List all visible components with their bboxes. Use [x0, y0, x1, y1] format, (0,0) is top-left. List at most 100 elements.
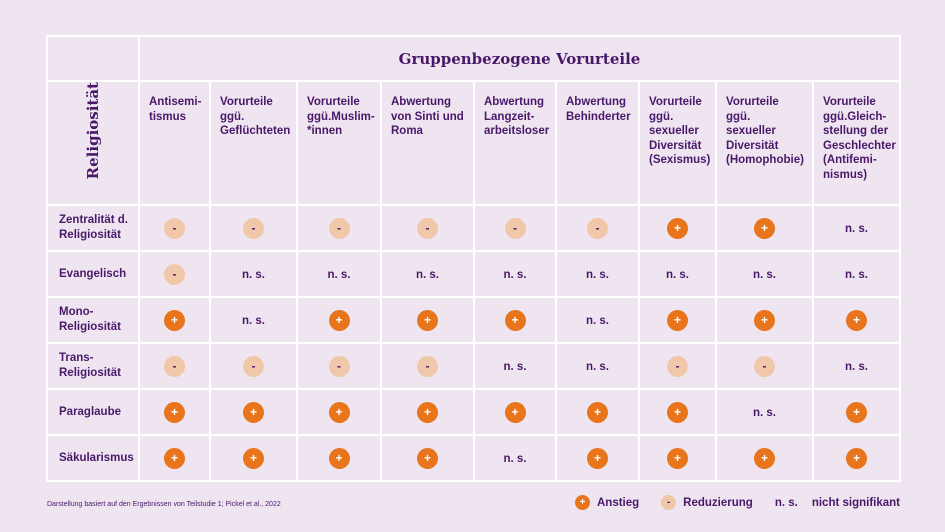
not-significant-text: n. s.	[585, 269, 609, 281]
table-cell: +	[812, 434, 901, 482]
column-header: Vorurteile ggü.Muslim- *innen	[296, 80, 382, 206]
not-significant-text: n. s.	[665, 269, 689, 281]
table-cell: n. s.	[209, 296, 298, 344]
table-cell: -	[473, 204, 557, 252]
table-cell: +	[296, 296, 382, 344]
corner-cell	[46, 35, 140, 82]
legend-ns-label: nicht signifikant	[811, 496, 900, 509]
table-cell: n. s.	[473, 250, 557, 298]
decrease-marker: -	[328, 217, 350, 239]
increase-marker: +	[243, 447, 264, 469]
table-row: Evangelisch - n. s. n. s. n. s. n. s. n. s. n. …	[46, 250, 901, 298]
table-cell: +	[380, 296, 475, 344]
table-cell: n. s.	[473, 342, 557, 390]
increase-marker: +	[846, 309, 867, 331]
increase-marker: +	[754, 447, 775, 469]
decrease-marker: -	[243, 355, 264, 377]
table-cell: +	[296, 388, 382, 436]
column-header: Antisemi- tismus	[138, 80, 211, 206]
table-cell: -	[138, 204, 211, 252]
table-cell: +	[473, 296, 557, 344]
table-cell: -	[380, 342, 475, 390]
table-cell: n. s.	[209, 250, 298, 298]
column-header: Abwertung Behinderter	[555, 80, 640, 206]
legend-plus-icon: +	[575, 495, 590, 510]
table-cell: n. s.	[812, 250, 901, 298]
legend-decrease-label: Reduzierung	[683, 496, 753, 509]
column-header: Vorurteile ggü. Geflüchteten	[209, 80, 298, 206]
legend-ns-key: n. s.	[774, 496, 798, 509]
table-cell: +	[138, 388, 211, 436]
table-cell: -	[715, 342, 814, 390]
table-cell: n. s.	[555, 342, 640, 390]
table-row: Mono- Religiosität + n. s. + + + n. s. + + +	[46, 296, 901, 344]
column-header: Vorurteile ggü. sexueller Diversität (Se…	[638, 80, 717, 206]
column-header: Abwertung Langzeit- arbeitsloser	[473, 80, 557, 206]
table-row: Säkularismus + + + + n. s. + + + +	[46, 434, 901, 482]
decrease-marker: -	[328, 355, 350, 377]
decrease-marker: -	[243, 217, 264, 239]
table-row: Trans- Religiosität - - - - n. s. n. s. - - n. s.	[46, 342, 901, 390]
decrease-marker: -	[667, 355, 688, 377]
legend-not-significant: n. s. nicht signifikant	[775, 497, 900, 509]
increase-marker: +	[754, 217, 775, 239]
table-row: Paraglaube + + + + + + + n. s. +	[46, 388, 901, 436]
not-significant-text: n. s.	[585, 361, 609, 373]
table-cell: +	[138, 296, 211, 344]
table-cell: +	[812, 296, 901, 344]
source-footnote: Darstellung basiert auf den Ergebnissen …	[47, 501, 281, 508]
column-header: Vorurteile ggü.Gleich- stellung der Gesc…	[812, 80, 901, 206]
increase-marker: +	[846, 401, 867, 423]
table-cell: +	[555, 434, 640, 482]
table-cell: n. s.	[380, 250, 475, 298]
table-cell: +	[638, 204, 717, 252]
row-label: Evangelisch	[46, 250, 140, 298]
decrease-marker: -	[164, 217, 185, 239]
increase-marker: +	[243, 401, 264, 423]
table-cell: -	[138, 250, 211, 298]
table-cell: +	[638, 388, 717, 436]
not-significant-text: n. s.	[241, 269, 265, 281]
table-cell: +	[473, 388, 557, 436]
table-cell: +	[380, 434, 475, 482]
table-cell: n. s.	[812, 342, 901, 390]
increase-marker: +	[667, 447, 688, 469]
table-cell: -	[555, 204, 640, 252]
table-cell: n. s.	[638, 250, 717, 298]
not-significant-text: n. s.	[752, 269, 776, 281]
table-cell: n. s.	[296, 250, 382, 298]
increase-marker: +	[504, 401, 526, 423]
axis-cell: Religiosität	[46, 80, 140, 206]
increase-marker: +	[667, 309, 688, 331]
prejudice-table: Gruppenbezogene Vorurteile Religiosität …	[46, 35, 901, 482]
increase-marker: +	[417, 401, 438, 423]
not-significant-text: n. s.	[844, 223, 868, 235]
table-cell: -	[296, 342, 382, 390]
increase-marker: +	[587, 447, 608, 469]
table-cell: n. s.	[812, 204, 901, 252]
legend: + Anstieg - Reduzierung n. s. nicht sign…	[553, 495, 900, 510]
not-significant-text: n. s.	[327, 269, 351, 281]
table-cell: n. s.	[555, 250, 640, 298]
not-significant-text: n. s.	[241, 315, 265, 327]
not-significant-text: n. s.	[585, 315, 609, 327]
not-significant-text: n. s.	[844, 269, 868, 281]
table-cell: n. s.	[715, 250, 814, 298]
legend-increase: + Anstieg	[575, 495, 639, 510]
table-cell: +	[209, 388, 298, 436]
increase-marker: +	[328, 447, 350, 469]
table-cell: +	[638, 296, 717, 344]
decrease-marker: -	[164, 355, 185, 377]
table-cell: n. s.	[555, 296, 640, 344]
not-significant-text: n. s.	[415, 269, 439, 281]
decrease-marker: -	[417, 217, 438, 239]
increase-marker: +	[667, 217, 688, 239]
table-row: Zentralität d. Religiosität - - - - - - + + n. s.	[46, 204, 901, 252]
not-significant-text: n. s.	[503, 453, 527, 465]
table-cell: -	[380, 204, 475, 252]
increase-marker: +	[754, 309, 775, 331]
row-label: Mono- Religiosität	[46, 296, 140, 344]
table-cell: -	[138, 342, 211, 390]
increase-marker: +	[417, 447, 438, 469]
row-label: Säkularismus	[46, 434, 140, 482]
